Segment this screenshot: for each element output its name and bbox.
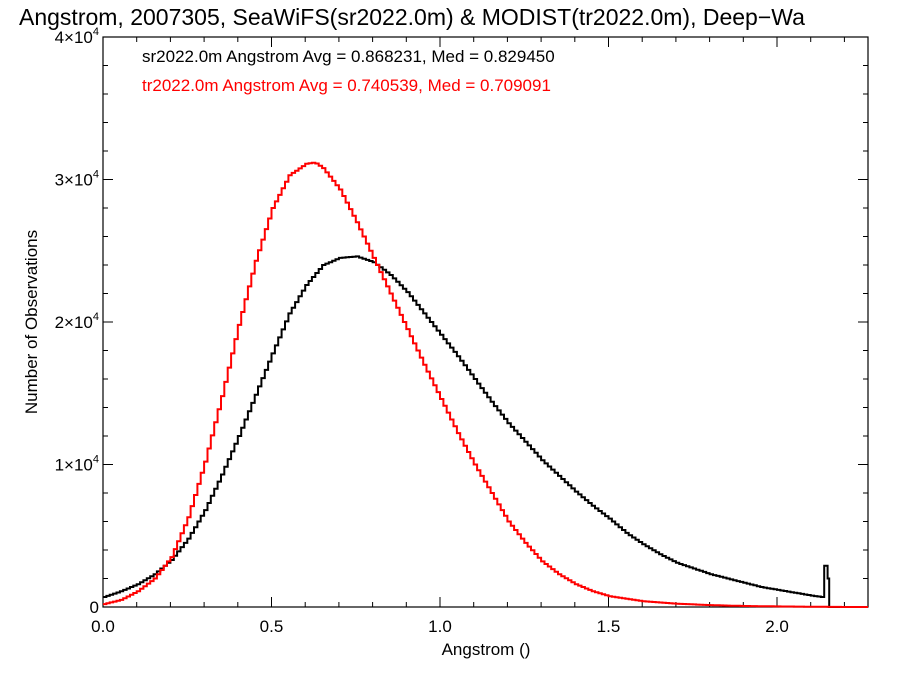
y-axis-label: Number of Observations xyxy=(22,230,41,414)
x-tick-label: 0.5 xyxy=(260,617,284,636)
x-tick-label: 1.0 xyxy=(428,617,452,636)
stats-annotation-0: sr2022.0m Angstrom Avg = 0.868231, Med =… xyxy=(142,47,555,66)
x-axis-label: Angstrom () xyxy=(442,640,531,659)
y-tick-base: 0 xyxy=(90,598,99,617)
x-tick-label: 0.0 xyxy=(91,617,115,636)
y-tick-exponent: 4 xyxy=(93,454,99,466)
y-tick-exponent: 4 xyxy=(93,26,99,38)
y-tick-base: 4×10 xyxy=(55,28,93,47)
y-tick-base: 1×10 xyxy=(55,456,93,475)
annotation-layer: sr2022.0m Angstrom Avg = 0.868231, Med =… xyxy=(142,47,555,95)
x-tick-label: 1.5 xyxy=(597,617,621,636)
y-tick-label: 4×104 xyxy=(55,26,99,47)
histogram-series-1 xyxy=(103,161,868,608)
x-tick-label: 2.0 xyxy=(765,617,789,636)
y-tick-label: 1×104 xyxy=(55,454,99,475)
y-tick-base: 3×10 xyxy=(55,171,93,190)
y-tick-exponent: 4 xyxy=(93,169,99,181)
plot-frame xyxy=(102,36,869,608)
x-axis: 0.0 0.5 1.0 1.5 2.0 xyxy=(91,37,845,636)
y-tick-label: 0 xyxy=(90,598,99,617)
y-tick-base: 2×10 xyxy=(55,313,93,332)
series-layer xyxy=(103,161,868,608)
chart-title: Angstrom, 2007305, SeaWiFS(sr2022.0m) & … xyxy=(19,4,805,30)
y-tick-exponent: 4 xyxy=(93,311,99,323)
y-tick-label: 3×104 xyxy=(55,169,99,190)
histogram-series-0 xyxy=(103,255,868,608)
y-tick-label: 2×104 xyxy=(55,311,99,332)
stats-annotation-1: tr2022.0m Angstrom Avg = 0.740539, Med =… xyxy=(142,76,551,95)
